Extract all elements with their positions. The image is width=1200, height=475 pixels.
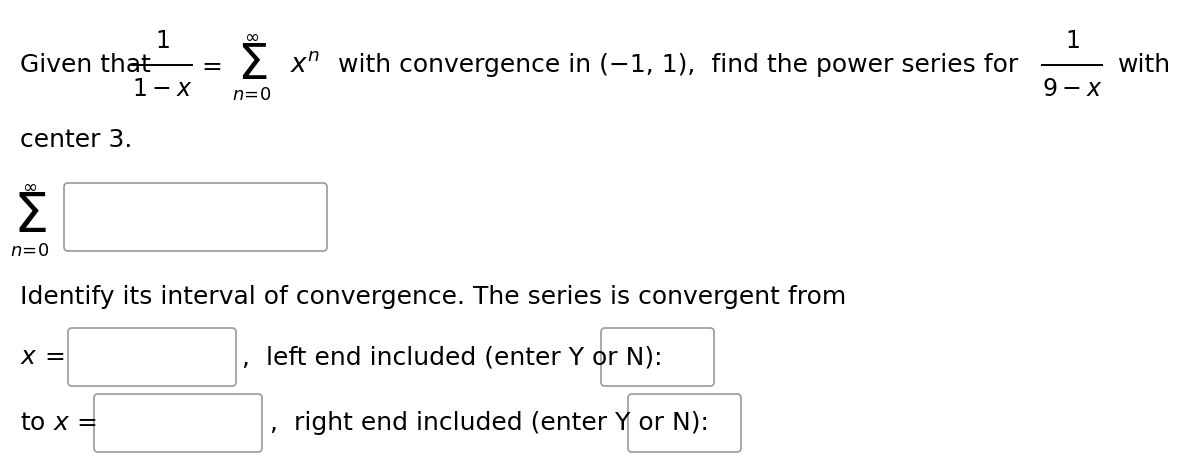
Text: $1$: $1$ [155,29,169,53]
Text: Identify its interval of convergence. The series is convergent from: Identify its interval of convergence. Th… [20,285,846,309]
Text: $n\!=\!0$: $n\!=\!0$ [10,242,50,260]
Text: center 3.: center 3. [20,128,132,152]
Text: $\infty$: $\infty$ [245,28,259,46]
Text: $x\, =$: $x\, =$ [20,345,65,369]
Text: with: with [1118,53,1171,77]
Text: ,  left end included (enter Y or N):: , left end included (enter Y or N): [242,345,662,369]
FancyBboxPatch shape [94,394,262,452]
Text: to $x\, =$: to $x\, =$ [20,411,97,435]
FancyBboxPatch shape [64,183,326,251]
Text: $\infty$: $\infty$ [23,178,37,196]
Text: $\Sigma$: $\Sigma$ [236,41,268,89]
Text: $n\!=\!0$: $n\!=\!0$ [232,86,272,104]
FancyBboxPatch shape [628,394,742,452]
Text: Given that: Given that [20,53,151,77]
Text: $x^n$: $x^n$ [290,52,320,78]
Text: $\Sigma$: $\Sigma$ [13,190,47,244]
Text: ,  right end included (enter Y or N):: , right end included (enter Y or N): [270,411,709,435]
Text: $1-x$: $1-x$ [132,77,192,101]
Text: $1$: $1$ [1064,29,1079,53]
Text: with convergence in (−1, 1),  find the power series for: with convergence in (−1, 1), find the po… [338,53,1019,77]
FancyBboxPatch shape [601,328,714,386]
Text: $=$: $=$ [198,53,222,77]
Text: $9-x$: $9-x$ [1042,77,1102,101]
FancyBboxPatch shape [68,328,236,386]
